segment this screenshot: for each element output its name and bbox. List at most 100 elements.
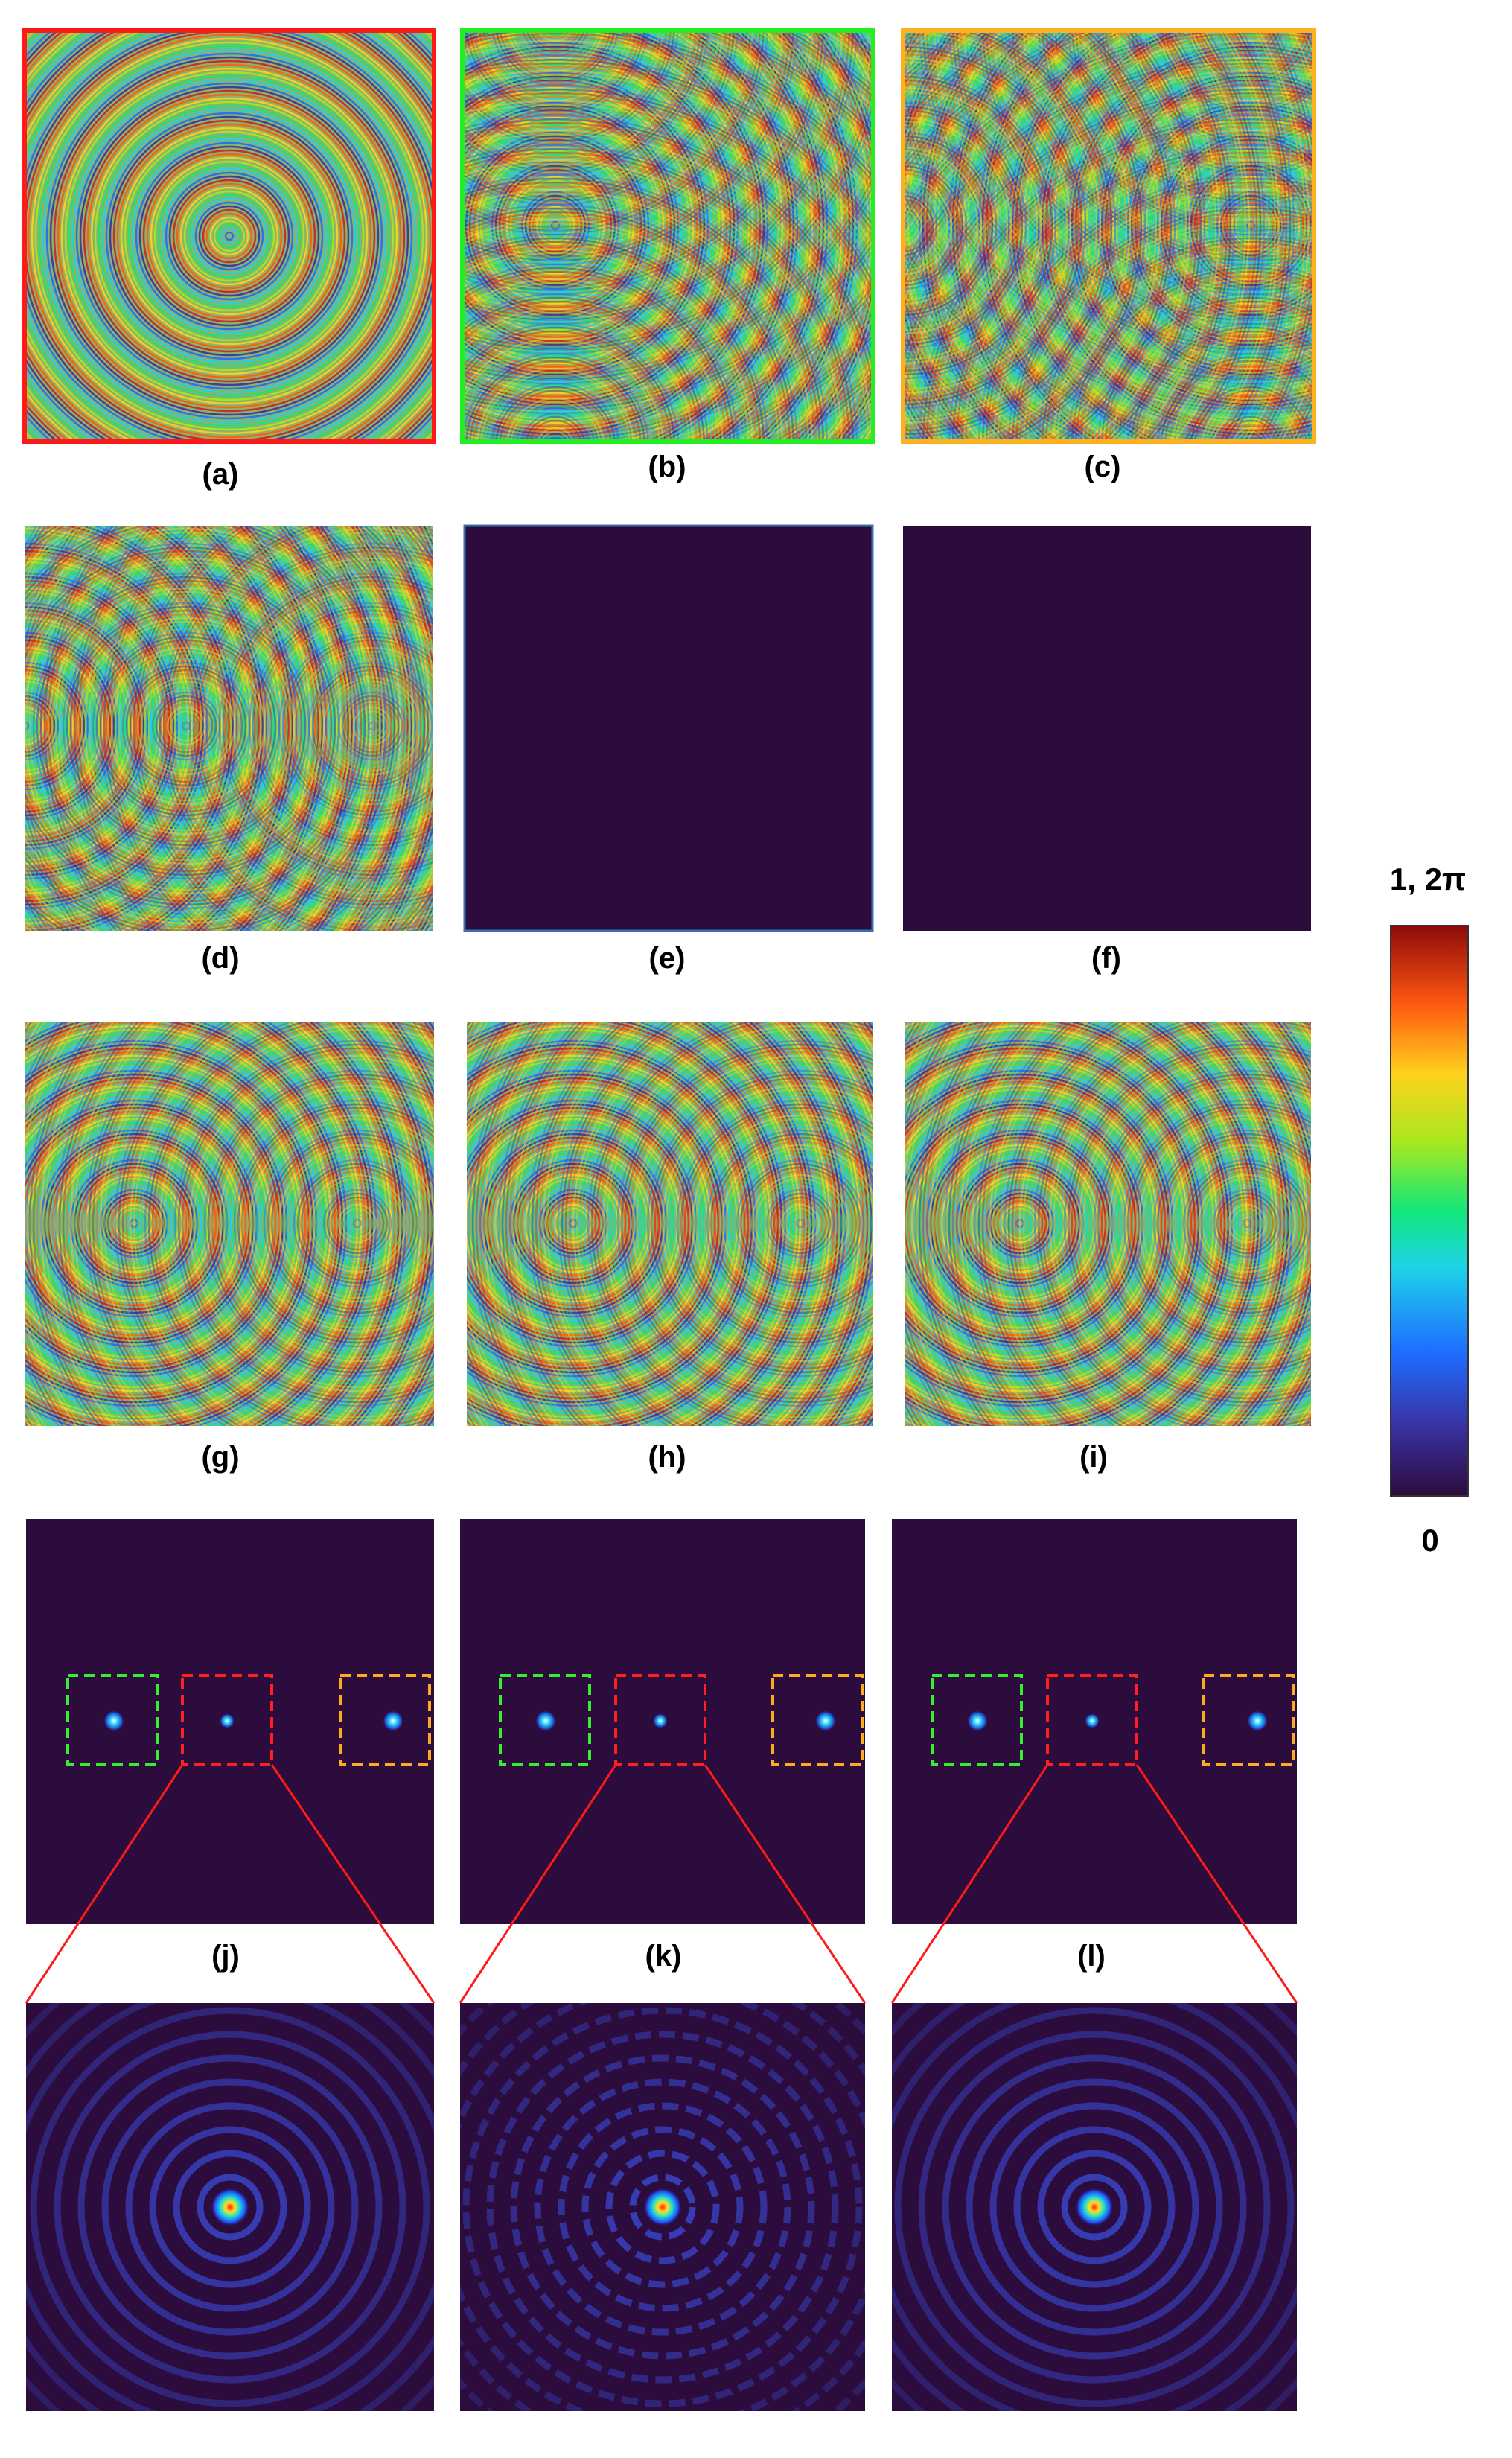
fringes-g-ring (274, 1140, 434, 1307)
fringes-i-ring (1115, 1092, 1311, 1355)
fringes-c-ring (903, 60, 1068, 391)
fringes-c-ring (903, 71, 1057, 380)
fringes-d-ring (54, 594, 318, 858)
fringes-b-ring (462, 31, 787, 255)
fringes-b-ring (462, 31, 724, 191)
fringes-c-ring (951, 31, 1047, 442)
fringes-c-ring (1126, 322, 1314, 442)
fringes-c-ring (903, 152, 1314, 396)
zoom-line-k-right (704, 1764, 867, 2004)
fringes-g-ring (51, 1140, 217, 1307)
fringes-g-ring (296, 1022, 396, 1426)
fringes-i-ring (1164, 1140, 1311, 1307)
fringes-c-ring (948, 31, 1042, 442)
fringes-h-ring (717, 1140, 873, 1307)
fringes-b-ring (462, 31, 768, 236)
fringes-d-ring (129, 526, 246, 931)
fringes-c-ring (1130, 326, 1314, 442)
fringes-c-ring (1181, 31, 1258, 442)
fringes-c-ring (1093, 289, 1314, 442)
fringes-i-ring (1123, 1099, 1311, 1348)
fringes-c-ring (903, 153, 975, 298)
fringes-a-ring (53, 60, 406, 413)
fringes-d-ring (173, 527, 433, 925)
fringes-b-ring (462, 341, 661, 442)
fringes-b-ring (462, 116, 665, 335)
fringes-c-ring (1123, 31, 1314, 150)
fringes-c-ring (1168, 31, 1314, 106)
fringes-i-ring (977, 1181, 1062, 1266)
fringes-c-ring (1231, 31, 1299, 442)
fringes-b-ring (462, 155, 847, 442)
fringes-h-ring (467, 1036, 761, 1411)
fringes-c-ring (948, 144, 1314, 442)
fringes-c-ring (1227, 31, 1295, 442)
fringes-c-ring (1007, 31, 1314, 266)
fringes-a-ring (187, 194, 272, 278)
fringes-g-ring (196, 1062, 434, 1385)
fringes-b-ring (462, 84, 873, 278)
fringes-c-ring (903, 131, 998, 320)
zoom-panel-j-spot (211, 2188, 249, 2226)
fringes-i-ring (905, 1092, 1152, 1355)
fringes-b-ring (462, 162, 840, 442)
fringes-i-ring (1093, 1069, 1311, 1378)
fringes-b-ring (462, 92, 873, 295)
panel-g (25, 1022, 434, 1426)
fringes-c-ring (903, 112, 1016, 339)
panel-c (901, 28, 1316, 444)
fringes-i-ring (955, 1022, 1041, 1426)
fringes-h-ring (624, 1047, 873, 1400)
fringes-c-ring (903, 183, 945, 268)
fringes-i-ring (1231, 1207, 1263, 1240)
fringes-g-ring (66, 1022, 151, 1426)
fringes-g-ring (121, 1211, 147, 1236)
fringes-c-ring (1119, 94, 1314, 357)
fringes-b-ring (550, 220, 561, 231)
fringes-h-ring (467, 1110, 686, 1337)
fringes-b-ring (747, 31, 847, 442)
fringes-h-ring (467, 1043, 753, 1404)
fringes-c-ring (903, 31, 1098, 421)
panel-b-label: (b) (648, 450, 686, 483)
fringes-i-ring (1175, 1151, 1311, 1296)
fringes-c-ring (1037, 233, 1314, 442)
fringes-d-ring (25, 620, 130, 832)
fringes-b-ring (462, 241, 762, 442)
fringes-d-ring (249, 526, 331, 931)
fringes-h-ring (697, 1022, 813, 1426)
fringes-g-ring (250, 1022, 370, 1426)
zoom-l-ring (1061, 2174, 1128, 2241)
fringes-b-ring (753, 31, 851, 442)
fringes-b-ring (462, 273, 873, 430)
fringes-c-ring (903, 243, 1314, 437)
fringes-i-ring (1015, 1022, 1139, 1426)
fringes-i-ring (1119, 1095, 1311, 1351)
fringes-b-ring (544, 434, 567, 442)
fringes-c-ring (903, 84, 1314, 354)
fringes-g-ring (341, 1207, 374, 1240)
fringes-h-ring (508, 1159, 638, 1288)
fringes-c-ring (903, 77, 1314, 328)
fringes-b-ring (462, 228, 873, 404)
fringes-i-ring (948, 1022, 1030, 1426)
fringes-b-ring (462, 255, 747, 442)
fringes-d-ring (25, 531, 381, 921)
fringes-c-ring (1072, 31, 1180, 442)
fringes-c-ring (937, 31, 1026, 442)
fringes-d-ring (76, 526, 238, 931)
fringes-a-ring (31, 37, 428, 435)
fringes-b-ring (462, 83, 698, 369)
fringes-c-ring (903, 206, 923, 246)
fringes-d-ring (207, 561, 433, 891)
fringes-h-ring (717, 1022, 824, 1426)
fringes-d-ring (202, 526, 298, 931)
fringes-b-ring (462, 109, 672, 343)
fringes-b-ring (462, 90, 691, 361)
fringes-b-ring (462, 156, 873, 370)
zoom-j-ring (77, 2054, 383, 2360)
fringes-h-ring (471, 1121, 675, 1325)
panel-i (905, 1022, 1311, 1426)
fringes-d-ring (106, 526, 207, 931)
fringes-c-ring (985, 31, 1100, 442)
